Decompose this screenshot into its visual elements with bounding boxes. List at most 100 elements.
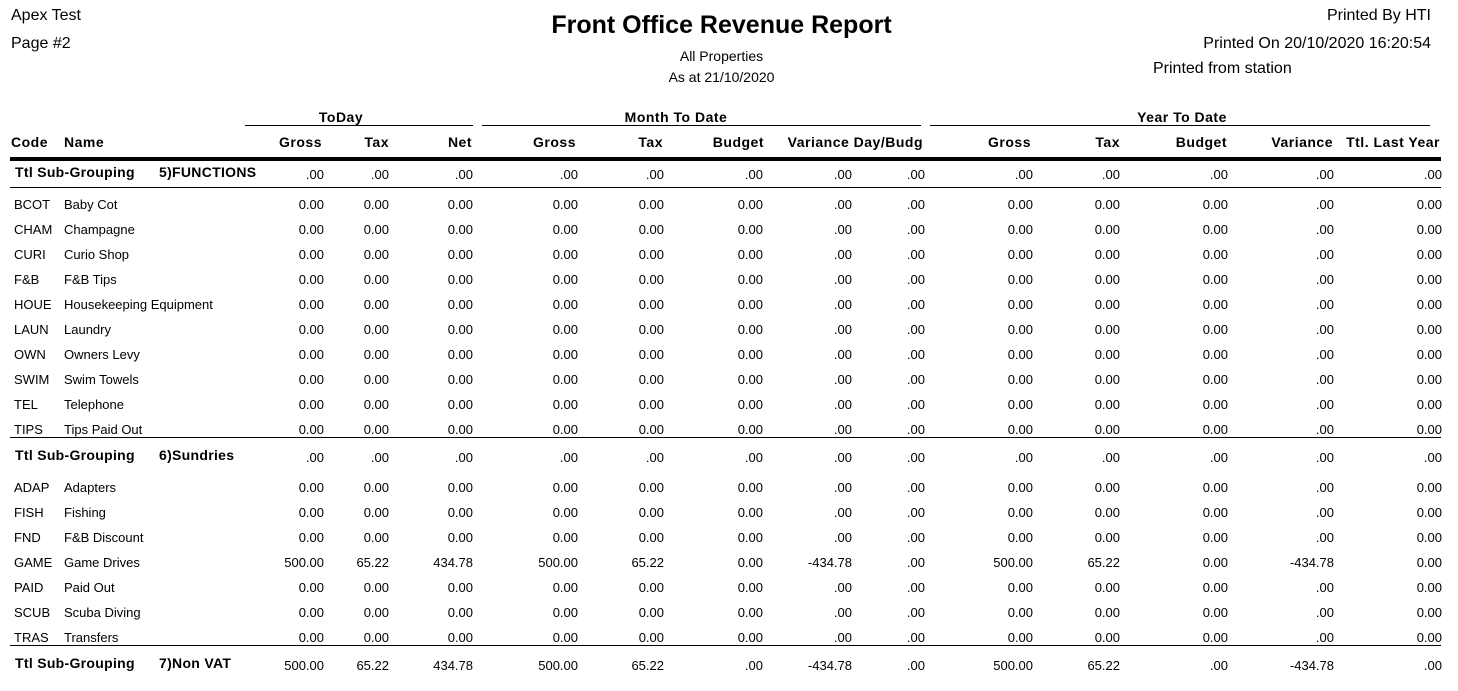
- item-value: 500.00: [538, 555, 578, 570]
- item-value: 0.00: [1416, 555, 1442, 570]
- item-value: 0.00: [552, 372, 578, 387]
- item-value: 0.00: [552, 422, 578, 437]
- item-value: 0.00: [298, 372, 324, 387]
- subtotal-value: .00: [559, 167, 578, 182]
- column-group: ToDay: [318, 109, 364, 125]
- item-value: 0.00: [298, 530, 324, 545]
- item-value: 0.00: [1007, 605, 1033, 620]
- column-header: Gross: [533, 134, 576, 150]
- item-value: 0.00: [1094, 322, 1120, 337]
- row-rule: [10, 437, 1441, 438]
- item-value: 0.00: [363, 422, 389, 437]
- item-value: 0.00: [1094, 272, 1120, 287]
- item-value: .00: [906, 555, 925, 570]
- item-value: 0.00: [552, 630, 578, 645]
- item-value: 0.00: [363, 580, 389, 595]
- column-header: Variance Day/Budg: [787, 134, 923, 150]
- item-value: .00: [1315, 505, 1334, 520]
- row-rule: [10, 645, 1441, 646]
- item-value: 0.00: [1416, 630, 1442, 645]
- item-value: 0.00: [1202, 222, 1228, 237]
- item-value: .00: [833, 247, 852, 262]
- item-name: Paid Out: [64, 580, 115, 595]
- subtotal-value: .00: [305, 167, 324, 182]
- item-value: 0.00: [447, 422, 473, 437]
- item-value: 0.00: [1416, 247, 1442, 262]
- item-value: .00: [1315, 272, 1334, 287]
- item-value: 0.00: [298, 222, 324, 237]
- item-value: .00: [1315, 297, 1334, 312]
- item-value: .00: [1315, 422, 1334, 437]
- column-group: Year To Date: [1137, 109, 1227, 125]
- item-value: 0.00: [638, 480, 664, 495]
- item-value: 0.00: [447, 347, 473, 362]
- item-value: .00: [906, 480, 925, 495]
- item-value: 0.00: [552, 197, 578, 212]
- item-value: 0.00: [1007, 197, 1033, 212]
- item-value: 0.00: [1416, 297, 1442, 312]
- item-value: 0.00: [737, 247, 763, 262]
- item-value: 0.00: [363, 297, 389, 312]
- item-value: 0.00: [1094, 297, 1120, 312]
- item-value: 0.00: [1416, 530, 1442, 545]
- item-value: 0.00: [1094, 605, 1120, 620]
- item-value: .00: [833, 322, 852, 337]
- item-value: .00: [1315, 397, 1334, 412]
- item-name: F&B Tips: [64, 272, 117, 287]
- item-value: 0.00: [1202, 555, 1228, 570]
- subtotal-group: 5)FUNCTIONS: [159, 164, 257, 180]
- item-value: 65.22: [356, 555, 389, 570]
- subtotal-value: 65.22: [1087, 658, 1120, 673]
- item-value: 0.00: [363, 322, 389, 337]
- row-rule: [10, 187, 1441, 188]
- item-value: 0.00: [447, 605, 473, 620]
- column-header: Tax: [638, 134, 663, 150]
- item-value: 0.00: [298, 505, 324, 520]
- item-value: 0.00: [447, 197, 473, 212]
- item-value: 0.00: [447, 272, 473, 287]
- item-value: 0.00: [363, 480, 389, 495]
- item-value: 0.00: [1007, 580, 1033, 595]
- item-value: .00: [906, 347, 925, 362]
- item-code: CHAM: [14, 222, 53, 237]
- item-value: 0.00: [1094, 372, 1120, 387]
- item-code: CURI: [14, 247, 46, 262]
- item-value: 0.00: [552, 397, 578, 412]
- item-value: 0.00: [363, 630, 389, 645]
- item-value: .00: [833, 530, 852, 545]
- item-value: 0.00: [1202, 630, 1228, 645]
- item-value: 0.00: [1202, 480, 1228, 495]
- item-value: 0.00: [1094, 505, 1120, 520]
- item-value: 0.00: [447, 322, 473, 337]
- subtotal-value: .00: [370, 167, 389, 182]
- item-value: 0.00: [737, 555, 763, 570]
- item-value: 0.00: [1202, 197, 1228, 212]
- item-value: 0.00: [1202, 397, 1228, 412]
- item-value: 0.00: [552, 247, 578, 262]
- item-value: 500.00: [993, 555, 1033, 570]
- item-value: 0.00: [737, 630, 763, 645]
- item-value: 0.00: [552, 480, 578, 495]
- subtotal-value: .00: [906, 658, 925, 673]
- item-value: 0.00: [638, 505, 664, 520]
- item-value: 0.00: [363, 505, 389, 520]
- item-value: 0.00: [552, 222, 578, 237]
- item-value: 0.00: [363, 347, 389, 362]
- item-value: .00: [833, 222, 852, 237]
- item-code: TRAS: [14, 630, 49, 645]
- item-value: 0.00: [1007, 480, 1033, 495]
- item-value: .00: [1315, 372, 1334, 387]
- item-value: .00: [833, 480, 852, 495]
- item-value: .00: [906, 222, 925, 237]
- item-value: 0.00: [638, 272, 664, 287]
- item-value: 0.00: [1094, 422, 1120, 437]
- subtotal-value: .00: [1209, 658, 1228, 673]
- subtotal-value: -434.78: [1289, 658, 1334, 673]
- item-name: Housekeeping Equipment: [64, 297, 213, 312]
- item-value: 0.00: [363, 197, 389, 212]
- item-value: 0.00: [737, 422, 763, 437]
- item-value: 0.00: [1416, 605, 1442, 620]
- item-value: .00: [833, 372, 852, 387]
- subtotal-value: .00: [454, 450, 473, 465]
